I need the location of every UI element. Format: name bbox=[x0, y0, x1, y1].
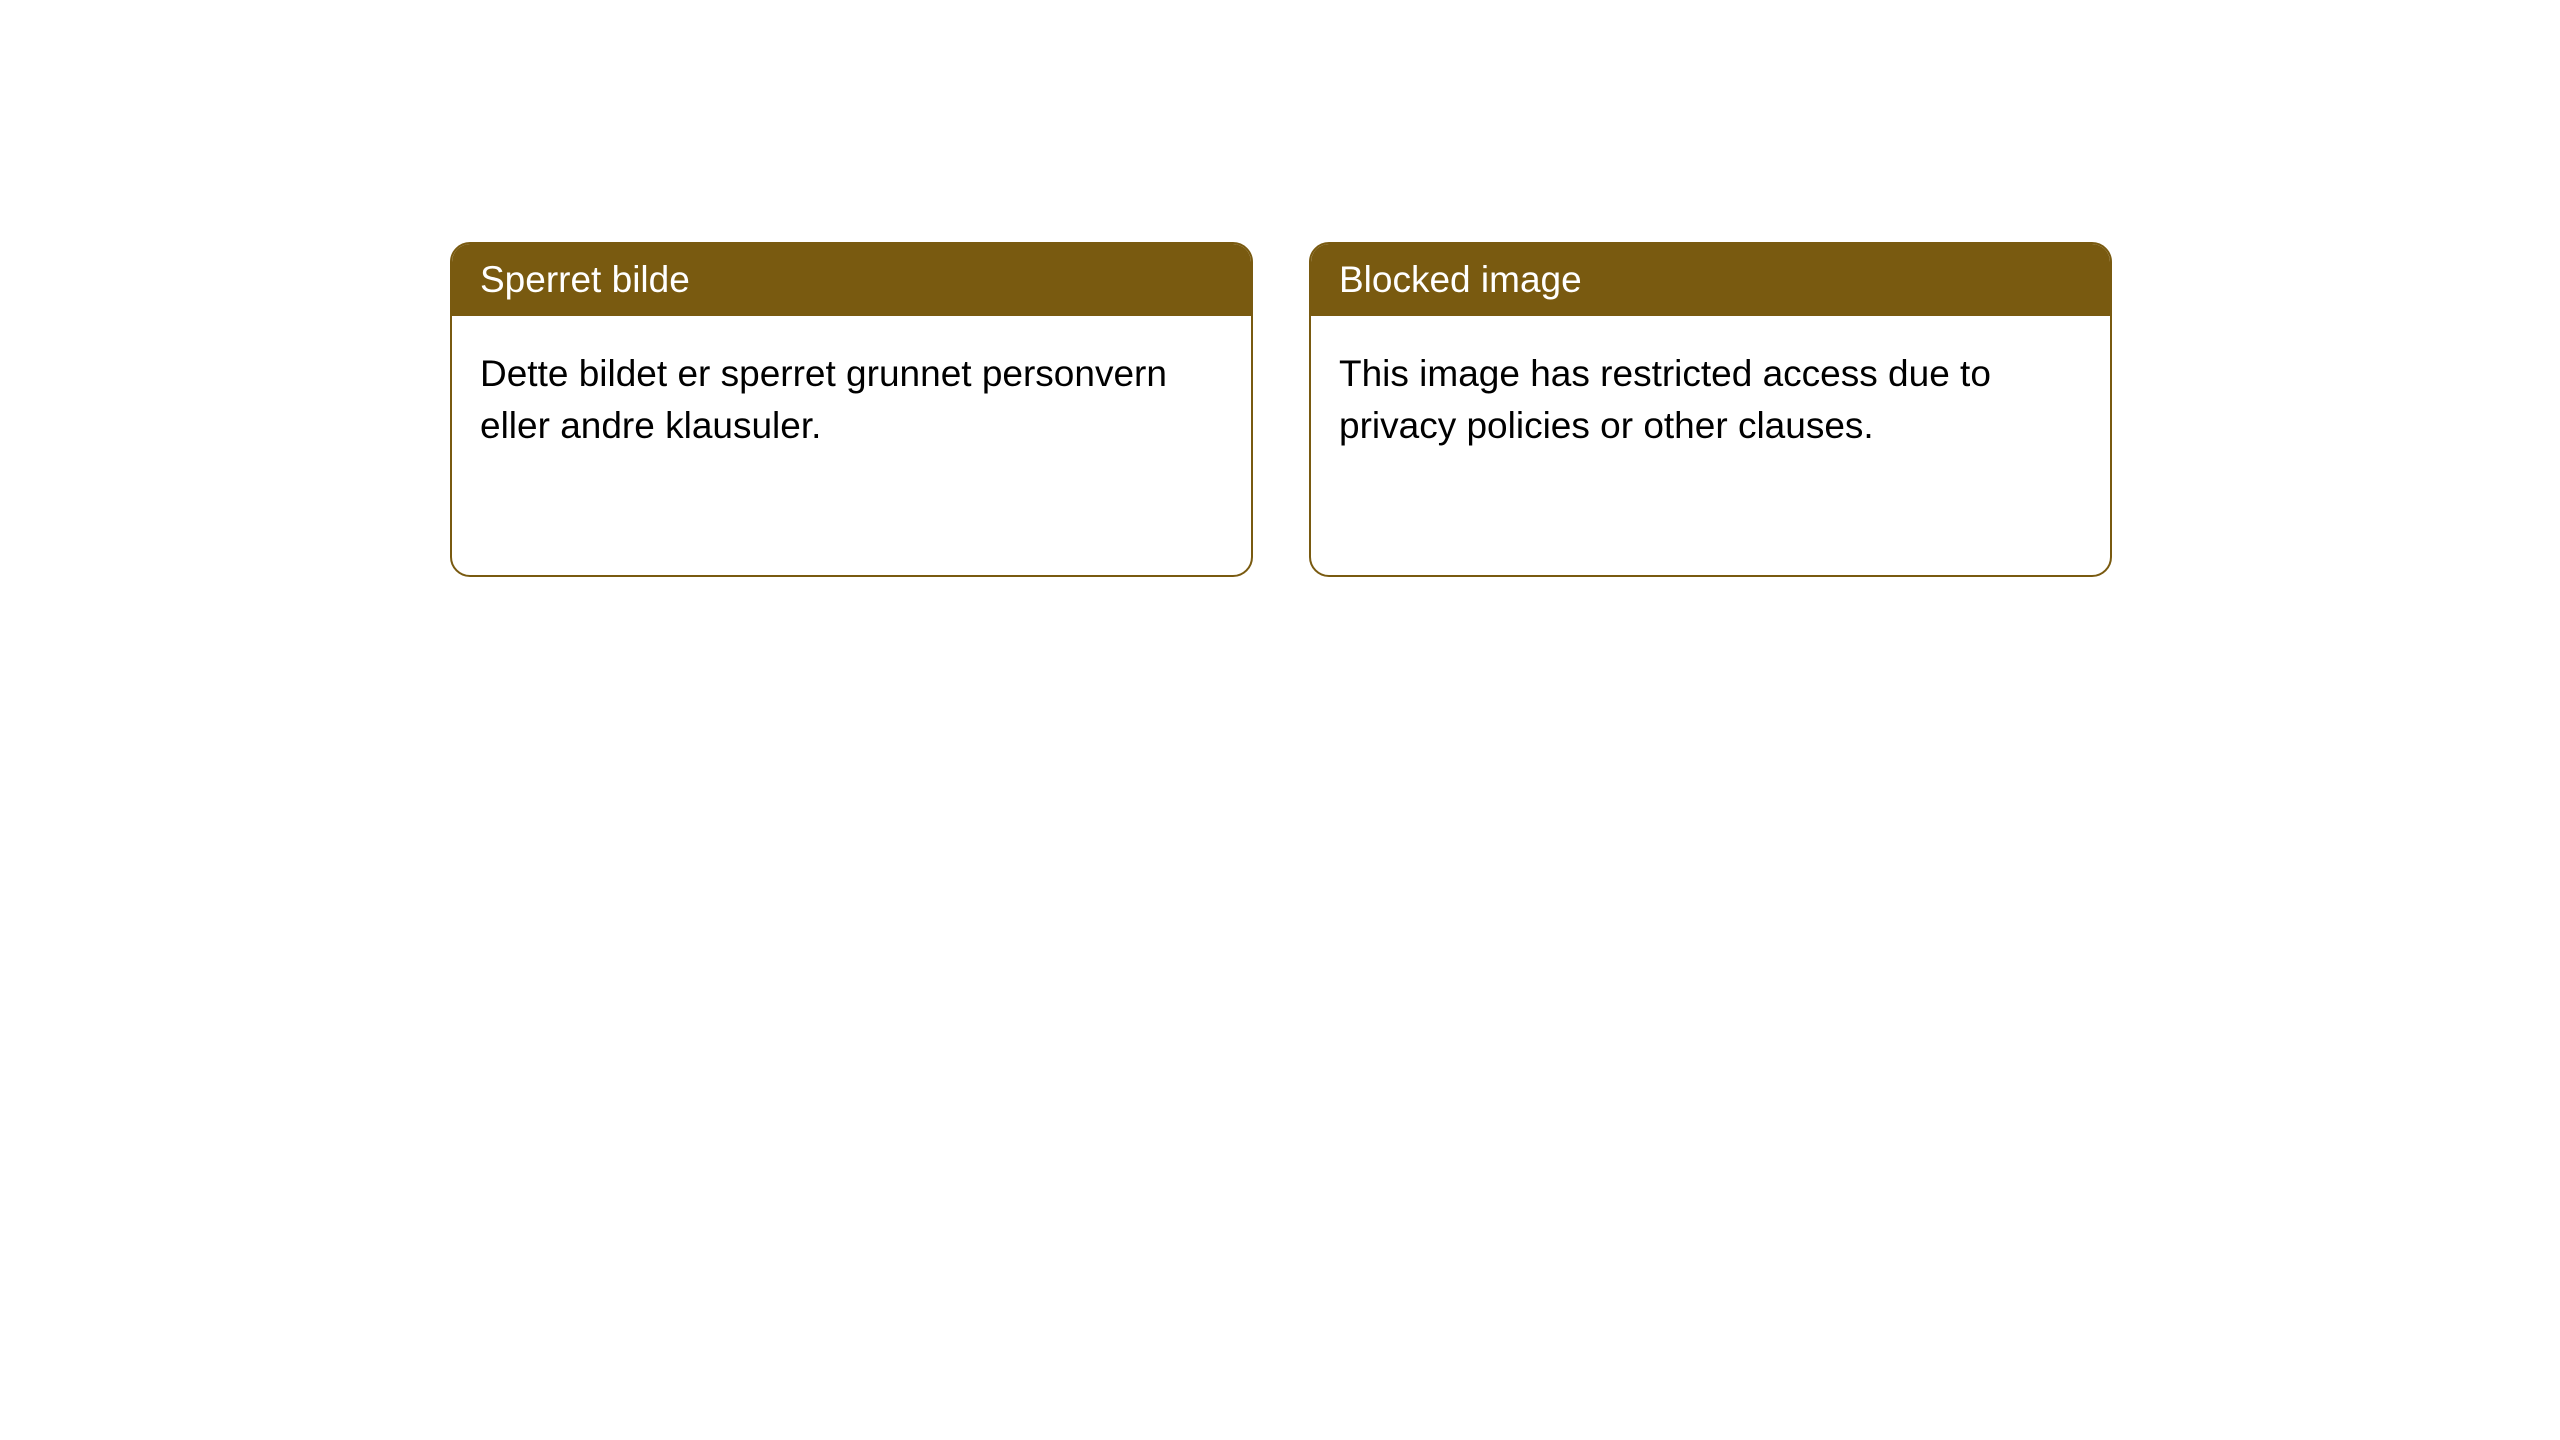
card-title-no: Sperret bilde bbox=[480, 259, 690, 300]
card-message-no: Dette bildet er sperret grunnet personve… bbox=[480, 353, 1167, 446]
blocked-image-card-no: Sperret bilde Dette bildet er sperret gr… bbox=[450, 242, 1253, 577]
card-body-en: This image has restricted access due to … bbox=[1311, 316, 2110, 484]
card-title-en: Blocked image bbox=[1339, 259, 1582, 300]
card-header-en: Blocked image bbox=[1311, 244, 2110, 316]
blocked-image-card-en: Blocked image This image has restricted … bbox=[1309, 242, 2112, 577]
notice-container: Sperret bilde Dette bildet er sperret gr… bbox=[450, 242, 2112, 577]
card-header-no: Sperret bilde bbox=[452, 244, 1251, 316]
card-body-no: Dette bildet er sperret grunnet personve… bbox=[452, 316, 1251, 484]
card-message-en: This image has restricted access due to … bbox=[1339, 353, 1991, 446]
